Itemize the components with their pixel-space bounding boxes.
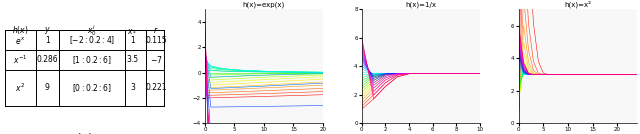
Text: 1: 1 [130,36,135,45]
Text: $x^2$: $x^2$ [15,82,26,94]
Text: $[-2{:}0.2{:}4]$: $[-2{:}0.2{:}4]$ [68,34,115,46]
Text: 1: 1 [45,36,49,45]
Text: $x_0^i$: $x_0^i$ [87,23,97,38]
Text: $[1{:}0.2{:}6]$: $[1{:}0.2{:}6]$ [72,54,111,66]
Text: 9: 9 [45,83,50,92]
Text: $x^{-1}$: $x^{-1}$ [13,54,28,66]
Text: $r$: $r$ [153,25,159,35]
Text: $[0{:}0.2{:}6]$: $[0{:}0.2{:}6]$ [72,82,111,94]
Text: $h(x)$: $h(x)$ [12,24,29,36]
Text: 3: 3 [130,83,135,92]
Text: $e^x$: $e^x$ [15,35,26,46]
Text: (a): (a) [77,132,92,134]
Title: h(x)=exp(x): h(x)=exp(x) [243,2,285,8]
Text: $-7$: $-7$ [150,54,162,65]
Title: h(x)=x²: h(x)=x² [564,1,591,8]
Title: h(x)=1/x: h(x)=1/x [405,2,436,8]
Text: 0.115: 0.115 [145,36,166,45]
Text: 0.286: 0.286 [36,55,58,64]
Text: 0.221: 0.221 [145,83,166,92]
Text: $y$: $y$ [44,25,51,36]
Text: $x_*$: $x_*$ [127,26,138,35]
Text: 3.5: 3.5 [126,55,138,64]
